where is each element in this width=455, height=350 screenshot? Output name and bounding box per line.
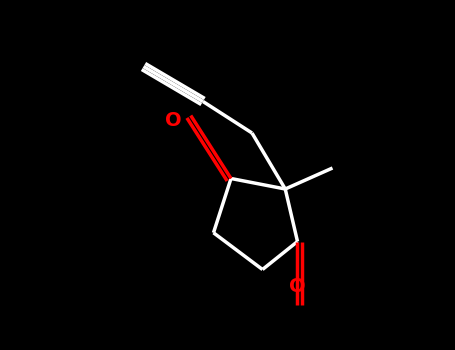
Text: O: O: [165, 111, 182, 130]
Text: O: O: [289, 277, 306, 296]
